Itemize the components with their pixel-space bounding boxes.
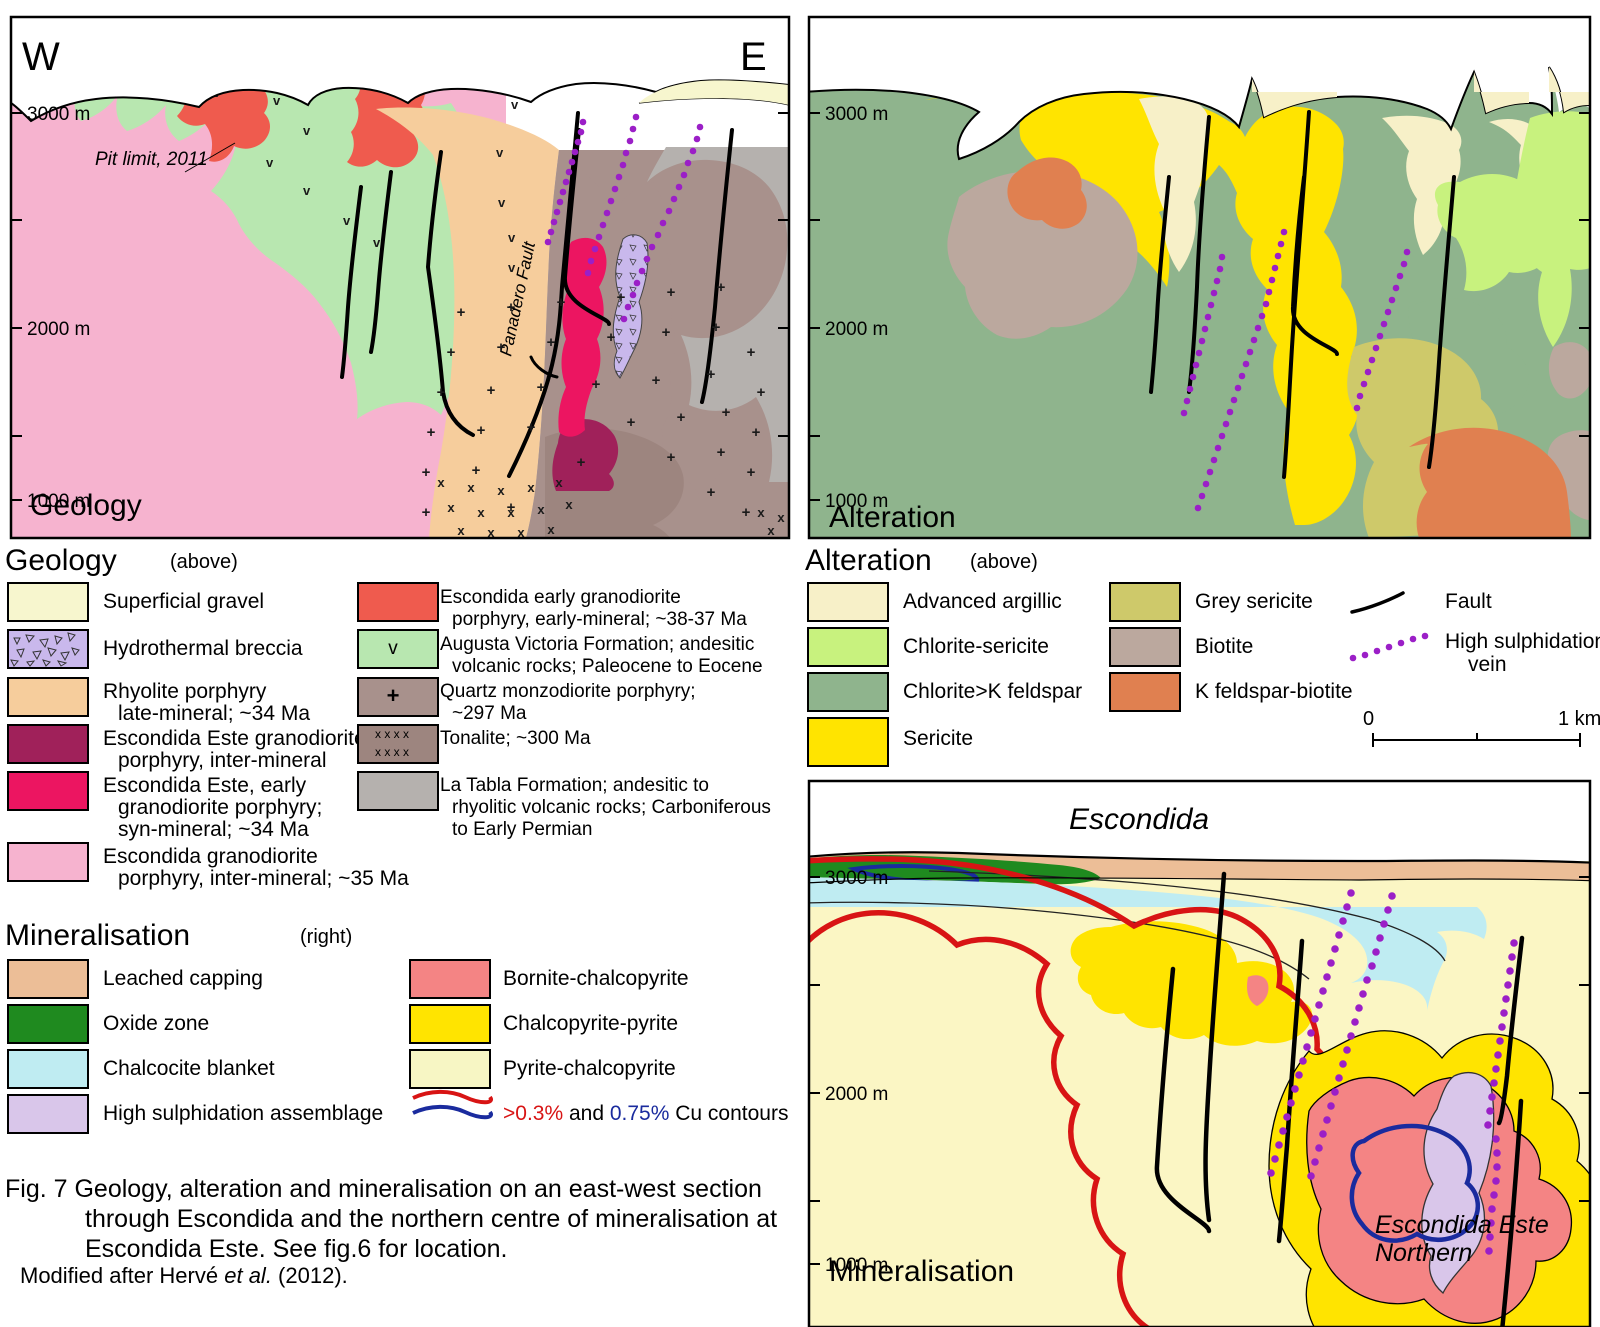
svg-text:1000 m: 1000 m bbox=[825, 1255, 888, 1276]
svg-text:Northern: Northern bbox=[1375, 1239, 1472, 1267]
svg-text:Escondida: Escondida bbox=[1069, 803, 1209, 836]
svg-text:Escondida Este: Escondida Este bbox=[1375, 1211, 1549, 1239]
svg-text:2000 m: 2000 m bbox=[825, 1084, 888, 1105]
svg-text:3000 m: 3000 m bbox=[825, 868, 888, 889]
